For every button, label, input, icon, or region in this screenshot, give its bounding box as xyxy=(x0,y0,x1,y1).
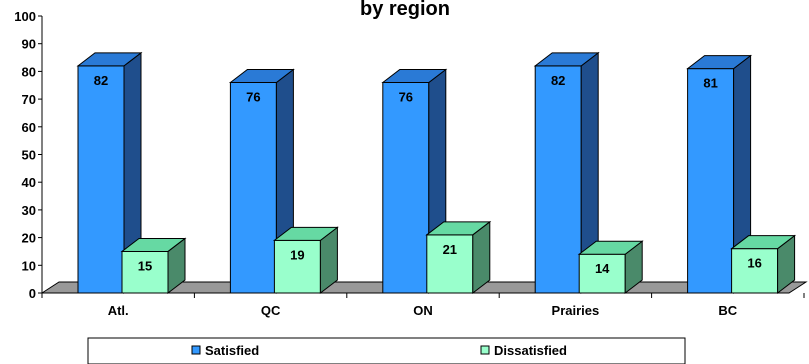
bar-dissatisfied: 21 xyxy=(425,220,492,295)
y-tick-label: 20 xyxy=(22,231,36,246)
x-tick-label: ON xyxy=(413,303,433,318)
bar-front xyxy=(687,68,735,294)
bar-dissatisfied: 14 xyxy=(577,240,644,295)
bar-front xyxy=(534,65,582,294)
bar-value-label: 82 xyxy=(94,73,108,88)
bar-front xyxy=(77,65,125,294)
y-tick-label: 0 xyxy=(29,286,36,301)
bar-value-label: 21 xyxy=(443,242,457,257)
y-tick-label: 60 xyxy=(22,120,36,135)
bar-satisfied: 82 xyxy=(533,51,600,295)
x-tick-label: QC xyxy=(261,303,281,318)
bar-top xyxy=(425,221,492,236)
x-tick-label: Prairies xyxy=(552,303,600,318)
bar-value-label: 15 xyxy=(138,258,152,273)
bar-value-label: 81 xyxy=(703,76,717,91)
x-tick-label: Atl. xyxy=(108,303,129,318)
legend: Satisfied Dissatisfied xyxy=(87,337,686,364)
chart-title: by region xyxy=(360,0,450,20)
bar-value-label: 14 xyxy=(595,261,610,276)
bar-layer: 82 15 76 19 76 21 82 14 81 16 xyxy=(76,51,797,295)
bar-satisfied: 81 xyxy=(686,54,753,295)
bar-front xyxy=(382,81,430,294)
legend-swatch xyxy=(480,345,490,355)
bar-top xyxy=(686,55,753,70)
bar-value-label: 16 xyxy=(747,256,761,271)
bar-dissatisfied: 15 xyxy=(120,237,187,295)
bar-dissatisfied: 16 xyxy=(730,234,797,295)
bar-value-label: 76 xyxy=(399,89,413,104)
y-tick-label: 30 xyxy=(22,203,36,218)
bar-top xyxy=(577,240,644,255)
bar-top xyxy=(272,226,339,241)
legend-swatch xyxy=(191,345,201,355)
bar-front xyxy=(229,81,277,294)
bar-top xyxy=(120,237,187,252)
x-tick-label: BC xyxy=(718,303,737,318)
bar-value-label: 19 xyxy=(290,247,304,262)
y-tick-label: 80 xyxy=(22,64,36,79)
bar-top xyxy=(228,68,295,83)
bar-top xyxy=(76,52,143,67)
y-tick-label: 70 xyxy=(22,92,36,107)
bar-value-label: 82 xyxy=(551,73,565,88)
bar-top xyxy=(730,235,797,250)
bar-dissatisfied: 19 xyxy=(272,226,339,295)
x-axis: Atl. QC ON Prairies BC xyxy=(41,292,805,318)
bar-top xyxy=(533,52,600,67)
bar-satisfied: 82 xyxy=(76,51,143,295)
y-tick-label: 40 xyxy=(22,175,36,190)
legend-box xyxy=(87,337,686,364)
y-tick-label: 90 xyxy=(22,37,36,52)
y-tick-label: 50 xyxy=(22,148,36,163)
legend-label: Satisfied xyxy=(205,343,259,358)
bar-front xyxy=(578,253,626,294)
y-tick-label: 10 xyxy=(22,258,36,273)
bar-value-label: 76 xyxy=(246,89,260,104)
y-axis: 0 10 20 30 40 50 60 70 80 90 100 xyxy=(14,9,43,301)
y-tick-label: 100 xyxy=(14,9,36,24)
bar-top xyxy=(381,68,448,83)
legend-label: Dissatisfied xyxy=(494,343,567,358)
